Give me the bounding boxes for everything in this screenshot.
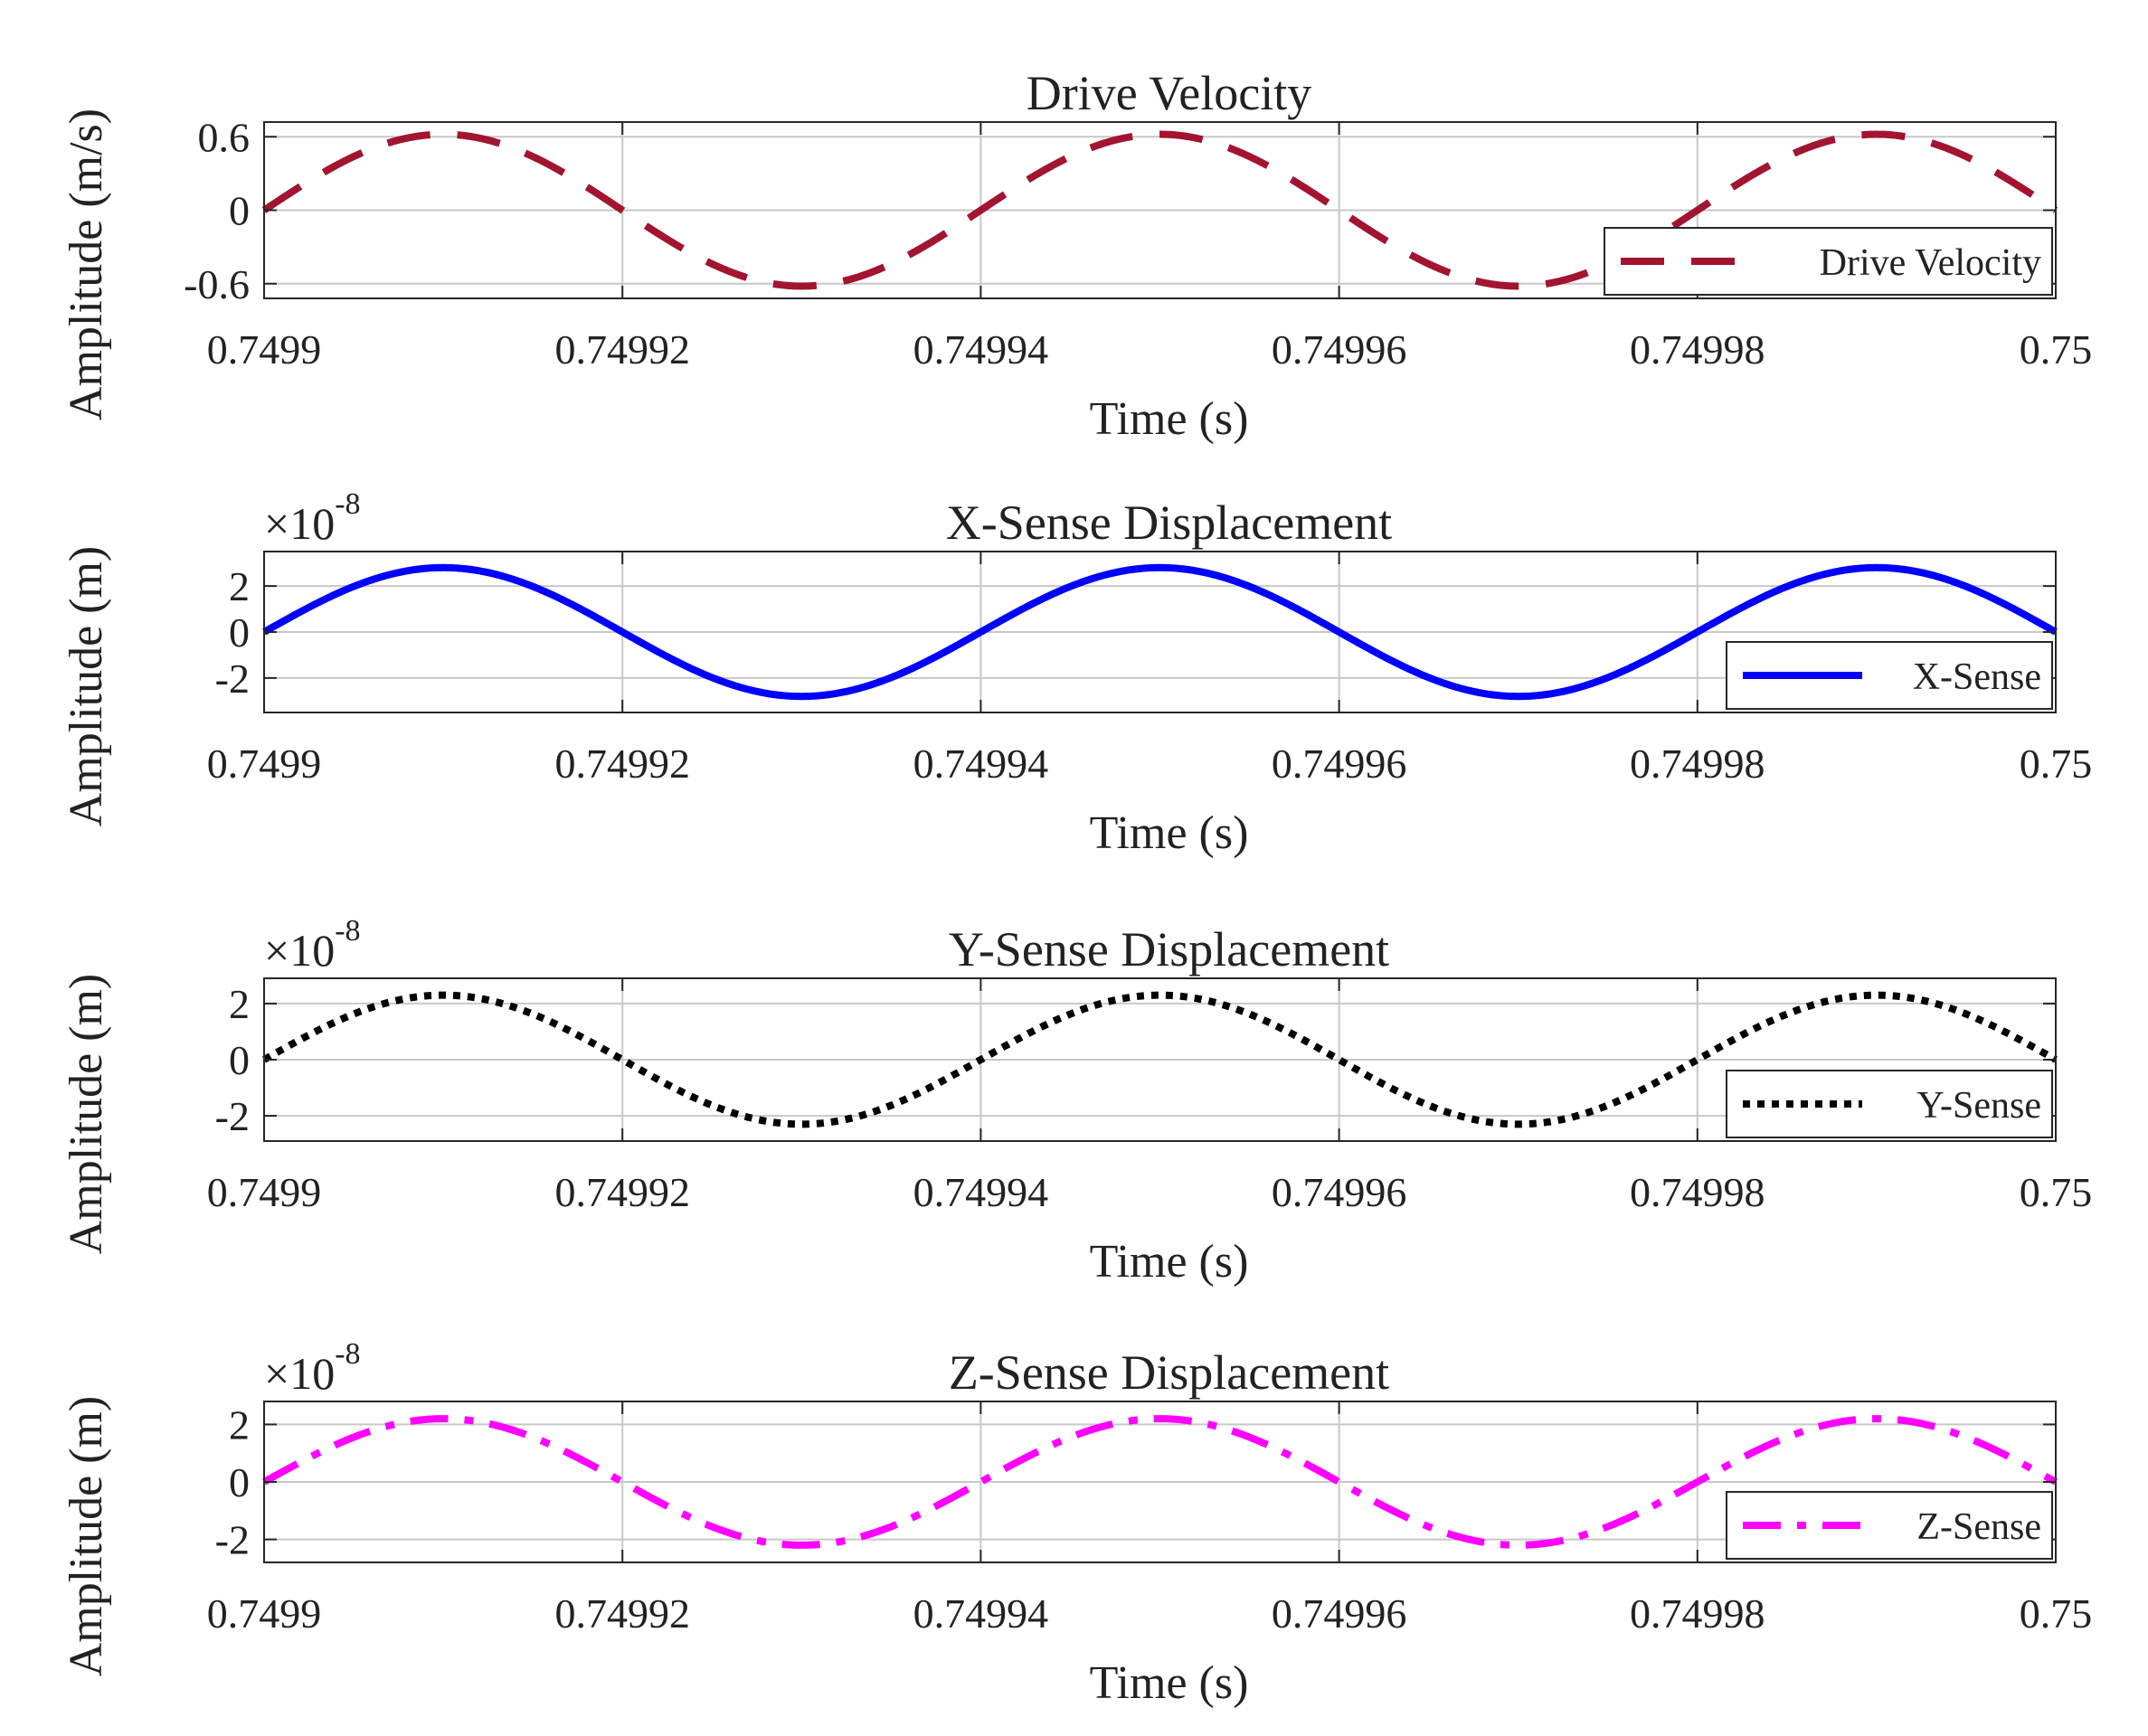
x-axis-label: Time (s): [1090, 1657, 1249, 1709]
series-line-x-sense: [262, 563, 2058, 701]
x-tick-label: 0.74998: [1630, 1169, 1765, 1215]
exponent-base: ×10: [264, 1348, 335, 1399]
x-tick-label: 0.74992: [554, 326, 690, 373]
x-tick-label: 0.74998: [1630, 326, 1765, 373]
x-tick-label: 0.7499: [207, 1590, 322, 1637]
exponent-power: -8: [335, 487, 360, 521]
series-line-y-sense: [262, 991, 2058, 1128]
exponent-base: ×10: [264, 498, 335, 549]
x-tick-label: 0.74994: [913, 1169, 1049, 1215]
x-tick-label: 0.74996: [1272, 326, 1407, 373]
y-tick-label: 0: [229, 188, 250, 234]
y-axis-label: Amplitude (m/s): [61, 108, 112, 420]
x-tick-label: 0.7499: [207, 741, 322, 787]
x-tick-label: 0.74996: [1272, 1169, 1407, 1215]
y-axis-label: Amplitude (m): [61, 974, 112, 1255]
legend-label: Drive Velocity: [1820, 242, 2041, 284]
x-tick-label: 0.74998: [1630, 1590, 1765, 1637]
subplot-title: Z-Sense Displacement: [949, 1345, 1389, 1400]
x-tick-label: 0.74996: [1272, 741, 1407, 787]
subplot-1: 0.7499 0.74992 0.74994 0.74996 0.74998 0.75 0.…: [61, 66, 2092, 445]
y-tick-label: -2: [215, 1093, 250, 1139]
y-tick-label: 2: [229, 563, 250, 609]
y-axis-label: Amplitude (m): [61, 1396, 112, 1677]
x-tick-label: 0.7499: [207, 1169, 322, 1215]
x-tick-label: 0.75: [2020, 741, 2093, 787]
x-tick-label: 0.74998: [1630, 741, 1765, 787]
x-tick-label: 0.75: [2020, 1590, 2093, 1637]
legend-label: Z-Sense: [1916, 1506, 2041, 1548]
exponent-label: ×10-8: [264, 487, 361, 549]
x-tick-label: 0.74994: [913, 326, 1049, 373]
legend: Y-Sense: [1726, 1070, 2053, 1138]
series-line-z-sense: [262, 1415, 2058, 1549]
x-tick-label: 0.74992: [554, 1590, 690, 1637]
x-axis-label: Time (s): [1090, 393, 1249, 445]
legend: X-Sense: [1726, 641, 2053, 710]
x-tick-label: 0.74994: [913, 1590, 1049, 1637]
y-tick-label: 0: [229, 609, 250, 656]
legend-label: Y-Sense: [1916, 1085, 2041, 1127]
y-axis-label: Amplitude (m): [61, 546, 112, 827]
exponent-power: -8: [335, 914, 360, 948]
x-axis-label: Time (s): [1090, 1236, 1249, 1288]
exponent-power: -8: [335, 1337, 360, 1371]
subplot-title: Drive Velocity: [1027, 66, 1311, 120]
x-axis-label: Time (s): [1090, 807, 1249, 859]
subplot-3: 0.7499 0.74992 0.74994 0.74996 0.74998 0.75 2 0…: [61, 914, 2092, 1288]
x-tick-label: 0.74996: [1272, 1590, 1407, 1637]
x-tick-label: 0.74992: [554, 741, 690, 787]
series-line-drive-velocity: [261, 130, 2058, 290]
legend-box: [1604, 227, 2053, 296]
x-tick-label: 0.75: [2020, 1169, 2093, 1215]
y-tick-label: 2: [229, 1401, 250, 1448]
x-tick-label: 0.74992: [554, 1169, 690, 1215]
legend: Drive Velocity: [1604, 227, 2053, 296]
legend: Z-Sense: [1726, 1491, 2053, 1560]
y-tick-label: -2: [215, 1517, 250, 1563]
exponent-label: ×10-8: [264, 914, 361, 976]
legend-box: [1726, 1070, 2053, 1138]
y-tick-label: 0.6: [198, 114, 251, 160]
y-tick-label: -0.6: [184, 261, 250, 307]
legend-label: X-Sense: [1913, 656, 2041, 698]
exponent-base: ×10: [264, 925, 335, 976]
y-tick-label: 0: [229, 1459, 250, 1505]
exponent-label: ×10-8: [264, 1337, 361, 1399]
x-tick-label: 0.7499: [207, 326, 322, 373]
subplot-title: Y-Sense Displacement: [949, 922, 1389, 976]
y-tick-label: -2: [215, 656, 250, 702]
subplot-4: 0.7499 0.74992 0.74994 0.74996 0.74998 0.75 2 0…: [61, 1337, 2092, 1709]
subplot-2: 0.7499 0.74992 0.74994 0.74996 0.74998 0.75 20…: [61, 487, 2092, 859]
x-tick-label: 0.75: [2020, 326, 2093, 373]
subplot-title: X-Sense Displacement: [946, 495, 1392, 550]
x-tick-label: 0.74994: [913, 741, 1049, 787]
y-tick-label: 0: [229, 1037, 250, 1083]
y-tick-label: 2: [229, 981, 250, 1027]
